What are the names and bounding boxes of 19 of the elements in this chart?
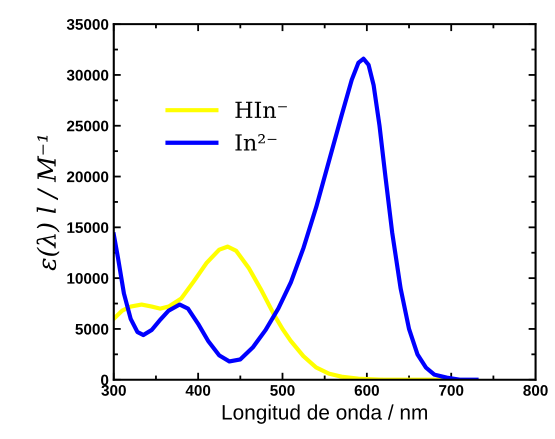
y-tick-label: 0 (101, 374, 108, 386)
x-axis-title: Longitud de onda / nm (222, 404, 427, 424)
y-tick-label: 25000 (66, 120, 108, 132)
y-axis-title: ε(λ) l / M⁻¹ (36, 136, 60, 270)
y-tick-label: 30000 (66, 70, 108, 81)
x-tick-label: 800 (523, 385, 548, 396)
y-tick-label: 10000 (67, 273, 108, 284)
legend-label: HIn⁻ (235, 102, 287, 118)
line-series (114, 56, 479, 380)
x-tick-label: 300 (101, 385, 126, 396)
y-tick-label: 35000 (66, 19, 108, 30)
y-tick-label: 15000 (67, 222, 108, 234)
x-tick-label: 400 (186, 385, 210, 396)
x-tick-label: 700 (439, 385, 464, 396)
x-tick-label: 500 (270, 385, 295, 396)
y-tick-label: 20000 (66, 171, 108, 182)
y-tick-label: 5000 (75, 324, 108, 335)
legend-label: In²⁻ (235, 134, 276, 151)
x-tick-label: 600 (354, 385, 379, 396)
